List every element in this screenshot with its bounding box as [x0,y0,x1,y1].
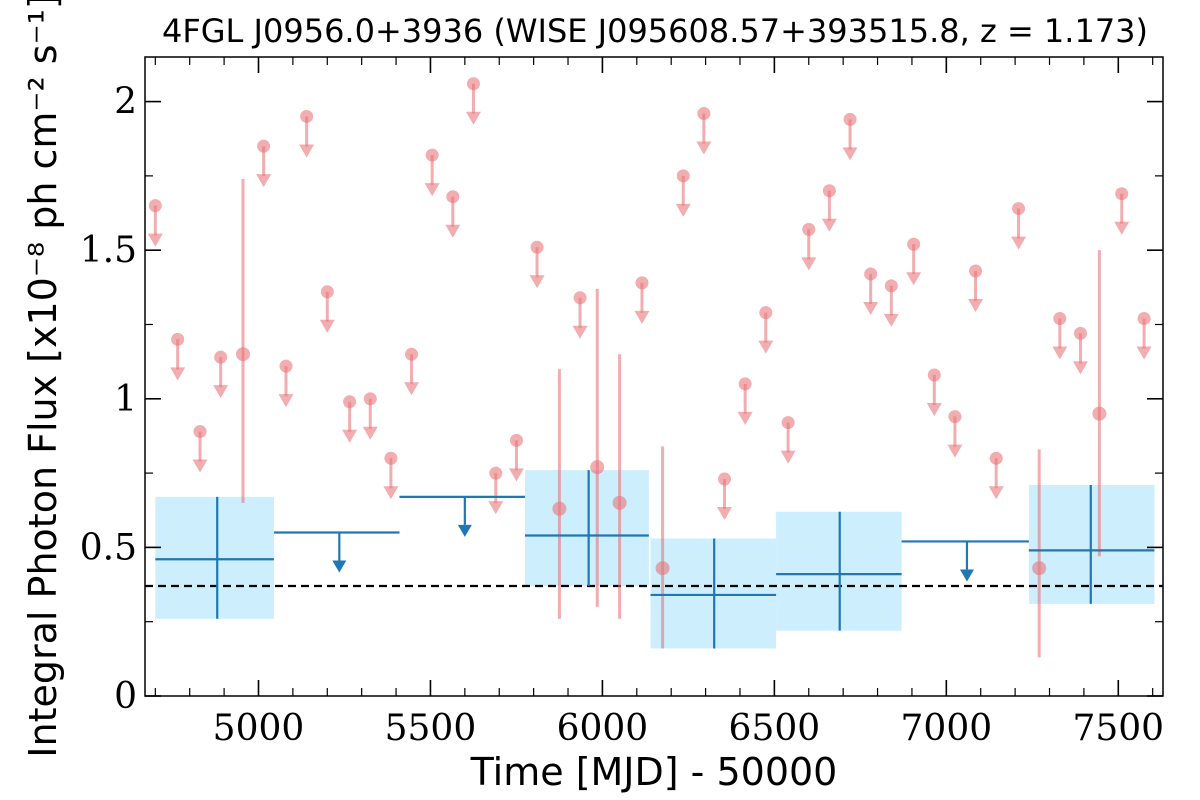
upper-limit-arrow-24 [758,340,774,354]
upper-limit-arrow-19 [634,310,650,324]
upper-limit-arrow-38 [1072,361,1088,375]
upper-limit-arrow-31 [906,272,922,286]
y-tick-label-0: 0 [114,676,137,717]
upper-limit-arrow-8 [342,429,358,443]
x-axis-label: Time [MJD] - 50000 [470,750,838,794]
detection-point-0 [236,347,251,362]
x-tick-label-2: 6000 [557,708,649,749]
axis-ticks: 5000 5500 6000 6500 7000 7500 0 0.5 1 1.5 2 [80,57,1164,749]
chart-title: 4FGL J0956.0+3936 (WISE J095608.57+39351… [162,12,1148,50]
yearly-ul-arrow-0 [332,560,347,573]
upper-limit-arrow-26 [801,257,817,271]
upper-limit-arrow-39 [1114,221,1130,235]
yearly-bins-layer [155,470,1155,649]
x-tick-label-5: 7500 [1072,708,1164,749]
upper-limit-arrow-12 [424,183,440,197]
upper-limit-arrow-14 [465,111,481,125]
x-tick-label-4: 7000 [901,708,993,749]
upper-limit-arrow-35 [988,486,1004,500]
upper-limit-arrow-25 [780,450,796,464]
upper-limit-arrow-37 [1052,346,1068,360]
upper-limit-arrow-13 [445,224,461,238]
detection-point-4 [655,561,670,576]
upper-limit-arrow-34 [968,298,984,312]
yearly-ul-arrow-2 [959,569,974,582]
upper-limit-arrow-3 [213,385,229,399]
upper-limit-arrow-4 [256,174,272,188]
upper-limit-arrow-15 [488,501,504,515]
upper-limit-arrow-28 [842,147,858,161]
upper-limit-arrow-5 [278,394,294,408]
upper-limit-arrow-29 [863,301,879,315]
yearly-band-0 [155,496,274,619]
detection-point-5 [1032,561,1047,576]
x-tick-label-0: 5000 [213,708,305,749]
upper-limit-arrow-36 [1011,236,1027,250]
y-tick-label-1: 0.5 [80,527,137,568]
yearly-bands-layer [155,470,1155,649]
upper-limit-arrow-17 [529,275,545,289]
detection-point-2 [590,460,605,475]
upper-limit-arrow-33 [947,444,963,458]
detection-point-6 [1092,406,1107,421]
upper-limit-arrow-20 [675,203,691,217]
yearly-ul-arrow-1 [457,524,472,537]
upper-limit-arrow-22 [717,507,733,521]
short-bins-layer [147,77,1152,658]
upper-limit-arrow-16 [508,468,524,482]
upper-limit-arrow-1 [170,367,186,381]
upper-limit-arrow-6 [299,144,315,158]
x-tick-label-1: 5500 [385,708,477,749]
plot-area [145,77,1163,658]
upper-limit-arrow-11 [404,382,420,396]
y-tick-label-3: 1.5 [80,230,137,271]
upper-limit-arrow-40 [1136,346,1152,360]
x-tick-label-3: 6500 [729,708,821,749]
upper-limit-arrow-27 [821,218,837,232]
upper-limit-arrow-18 [572,325,588,339]
detection-point-1 [552,501,567,516]
upper-limit-arrow-0 [147,233,163,247]
detection-point-3 [612,495,627,510]
y-tick-label-4: 2 [114,82,137,123]
upper-limit-arrow-21 [696,141,712,155]
upper-limit-arrow-30 [883,313,899,327]
yearly-band-1 [525,470,649,587]
upper-limit-arrow-2 [192,459,208,473]
plot-frame [144,56,1164,697]
y-tick-label-2: 1 [114,379,137,420]
upper-limit-arrow-7 [319,319,335,333]
upper-limit-arrow-23 [737,411,753,425]
upper-limit-arrow-9 [362,426,378,440]
upper-limit-arrow-10 [383,486,399,500]
y-axis-label: Integral Photon Flux [x10⁻⁸ ph cm⁻² s⁻¹] [21,0,65,758]
upper-limit-arrow-32 [926,403,942,417]
